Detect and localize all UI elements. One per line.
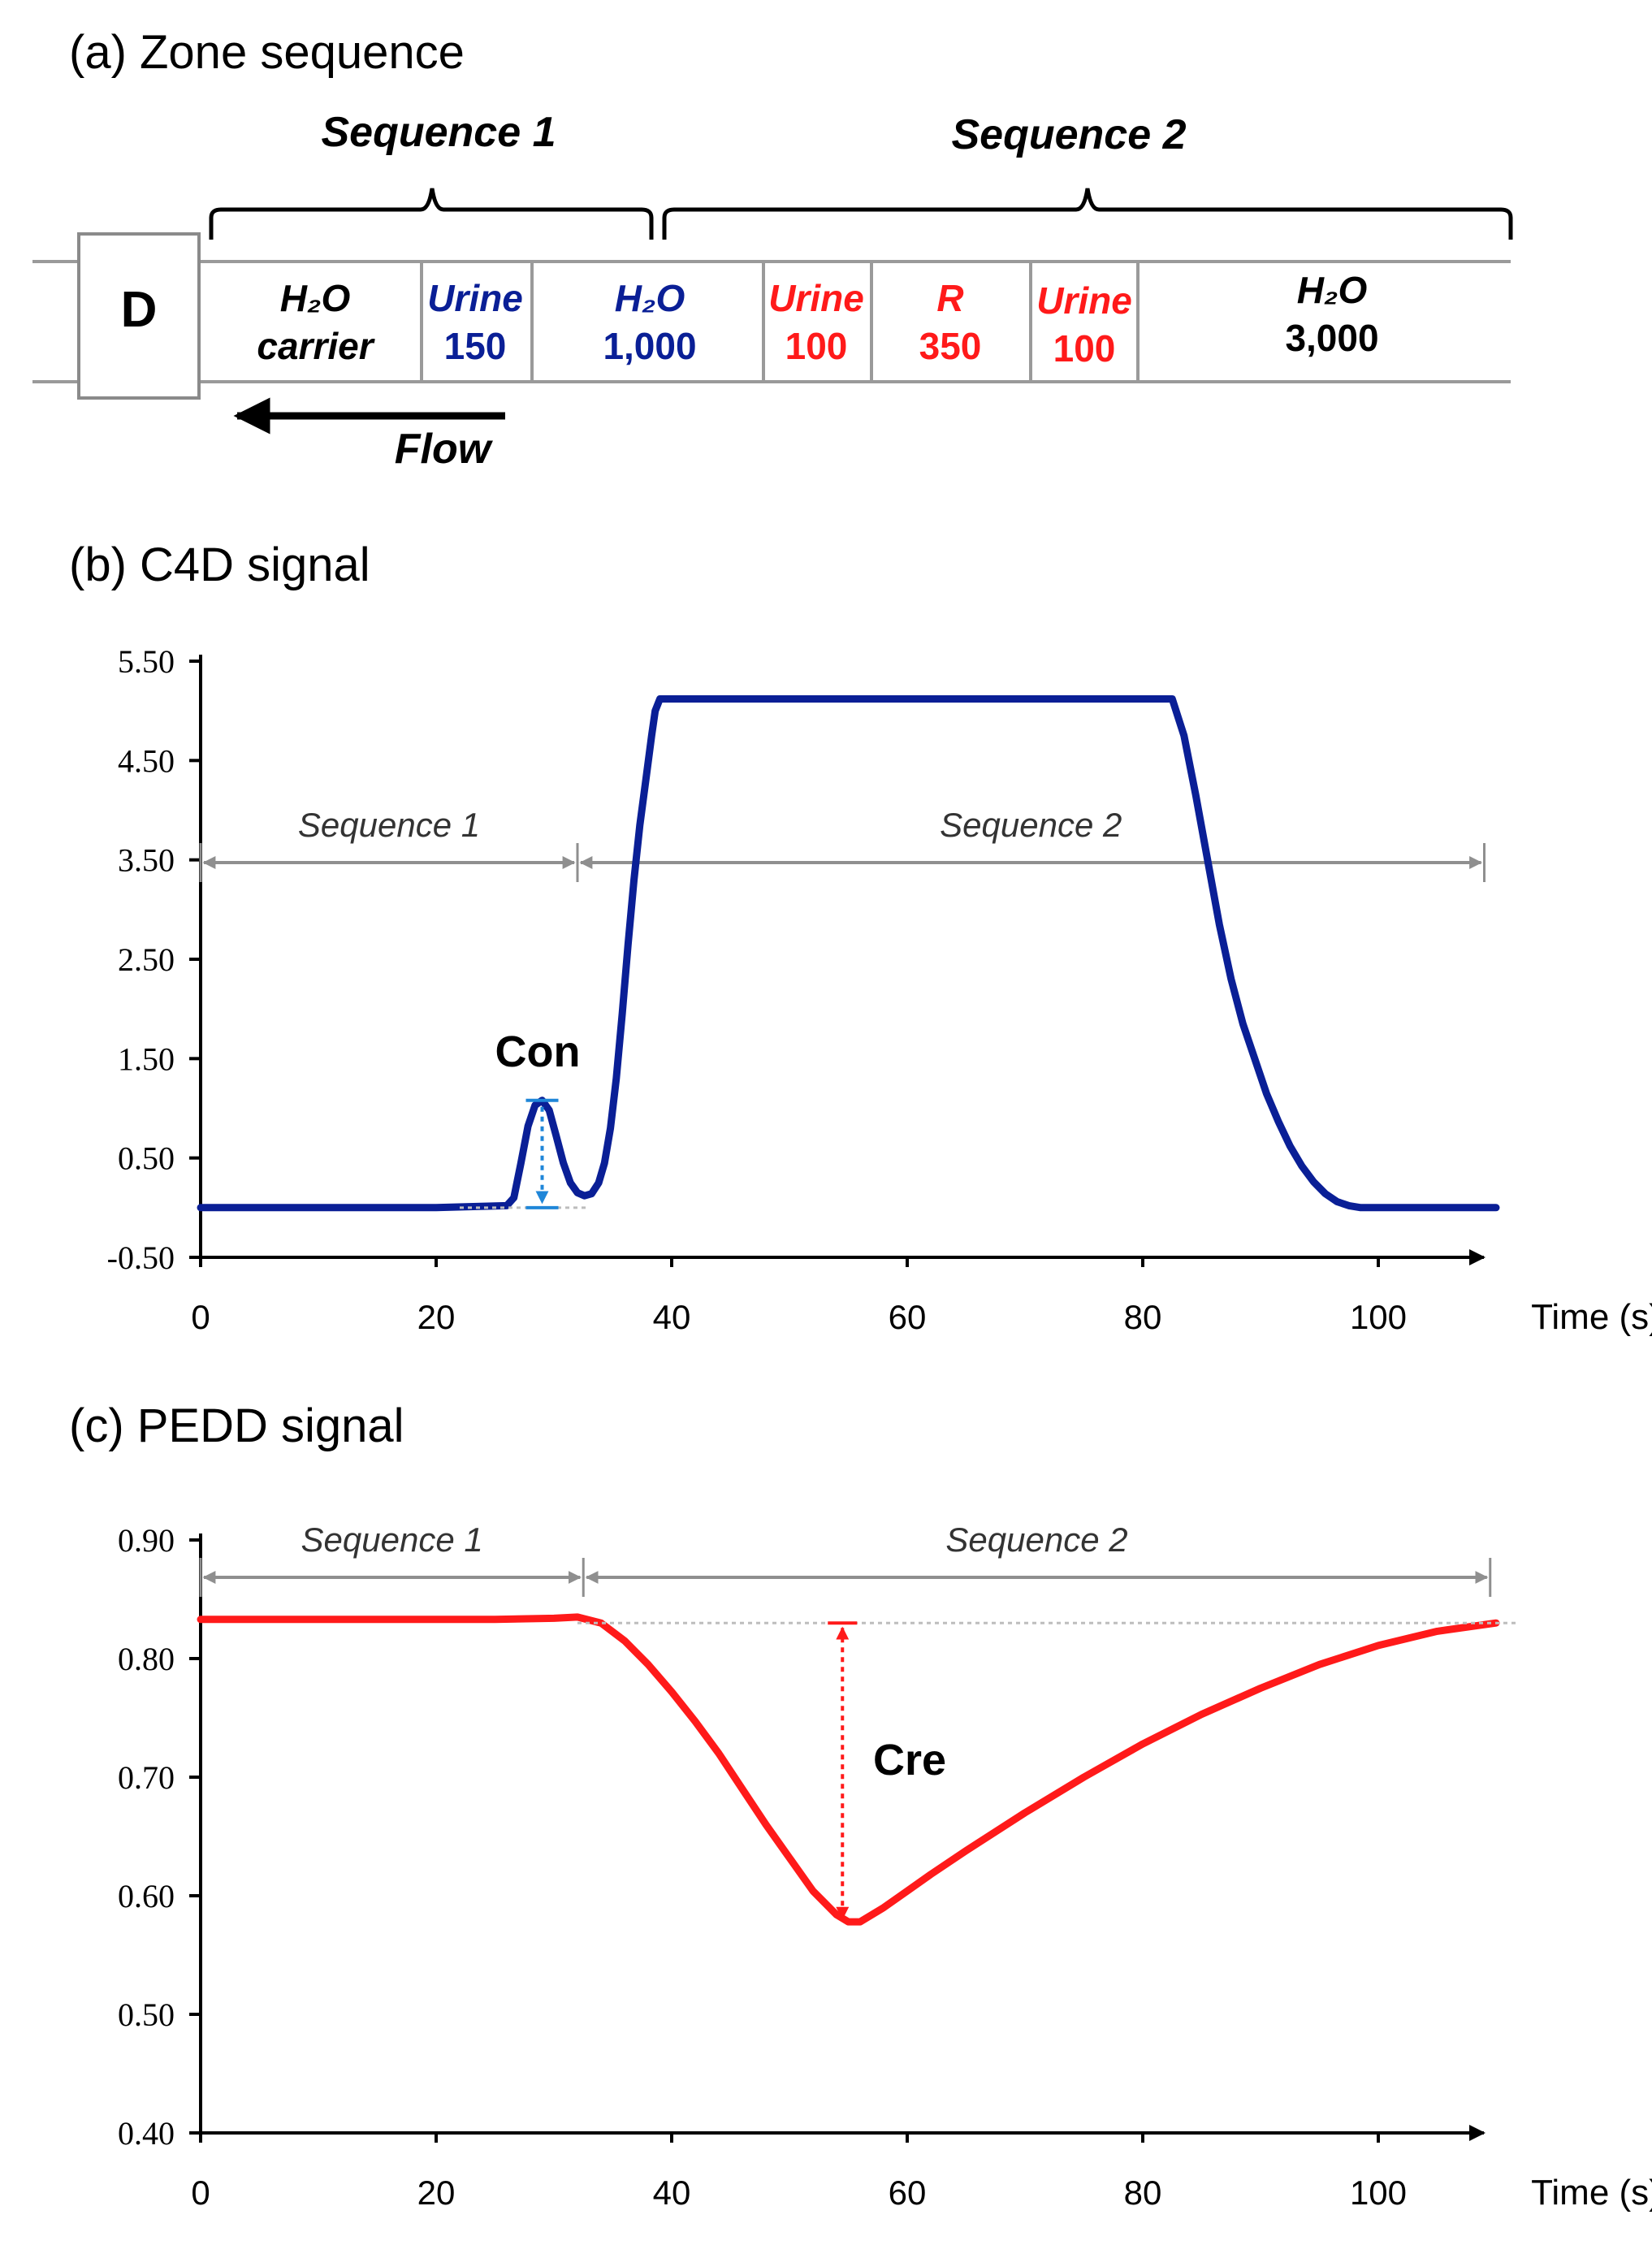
x-tick-label: 100 (1350, 2174, 1407, 2212)
zone-sequence-panel: (a) Zone sequence Sequence 1 Sequence 2 … (32, 26, 1513, 473)
x-tick-label: 60 (889, 1298, 927, 1336)
y-tick-label: 3.50 (118, 842, 175, 879)
zone-name: H₂O (1297, 269, 1368, 311)
y-tick-label: 5.50 (118, 643, 175, 680)
y-tick-label: 0.50 (118, 1996, 175, 2033)
sequence-2-heading: Sequence 2 (951, 111, 1186, 158)
zone-name: R (936, 277, 963, 319)
pedd-plot-area: 0.90 0.80 0.70 0.60 0.50 0.40 0 20 40 60 80 100 Time… (118, 1520, 1652, 2213)
x-tick-label: 20 (417, 2174, 456, 2212)
y-tick-label: 1.50 (118, 1040, 175, 1077)
zone-volume: 150 (444, 325, 507, 367)
x-tick-label: 80 (1124, 1298, 1162, 1336)
c4d-peak-label: Con (495, 1027, 581, 1076)
y-tick-label: 0.60 (118, 1878, 175, 1914)
zone-name: H₂O (280, 277, 351, 319)
x-tick-label: 60 (889, 2174, 927, 2212)
sequence-2-label: Sequence 2 (945, 1520, 1127, 1559)
series-line (197, 1613, 1500, 1926)
c4d-chart-title: (b) C4D signal (69, 539, 370, 591)
x-tick-label: 0 (191, 2174, 210, 2212)
series-line (197, 695, 1500, 1212)
zone-volume: 100 (785, 325, 848, 367)
y-tick-label: 0.70 (118, 1759, 175, 1796)
sequence-1-label: Sequence 1 (301, 1520, 483, 1559)
x-tick-label: 80 (1124, 2174, 1162, 2212)
y-tick-label: 0.90 (118, 1522, 175, 1559)
y-tick-label: 0.80 (118, 1641, 175, 1677)
x-axis-label: Time (s) (1531, 2173, 1652, 2213)
c4d-plot-area: 5.50 4.50 3.50 2.50 1.50 0.50 -0.50 0 20 40 60 80 10… (107, 643, 1652, 1337)
x-tick-label: 100 (1350, 1298, 1407, 1336)
y-tick-label: 0.50 (118, 1140, 175, 1177)
x-tick-label: 0 (191, 1298, 210, 1336)
pedd-chart-title: (c) PEDD signal (69, 1399, 404, 1452)
flow-label: Flow (395, 426, 494, 473)
zone-panel-title: (a) Zone sequence (69, 26, 465, 79)
zone-volume: 1,000 (603, 325, 696, 367)
sequence-1-label: Sequence 1 (298, 806, 480, 844)
sequence-2-label: Sequence 2 (940, 806, 1122, 844)
detector-label: D (121, 282, 158, 338)
zone-volume: carrier (257, 325, 374, 367)
zone-volume: 350 (919, 325, 982, 367)
zone-name: Urine (1036, 279, 1132, 322)
zones: H₂O carrier Urine 150 H₂O 1,000 Urine 100 R 350 Ur… (257, 262, 1379, 382)
pedd-chart: (c) PEDD signal 0.90 0.80 0.70 0.60 0.50 0.40… (69, 1399, 1652, 2213)
detector-box (77, 232, 201, 400)
sequence-2-brace (662, 188, 1513, 240)
y-tick-label: 0.40 (118, 2115, 175, 2152)
zone-volume: 3,000 (1285, 317, 1378, 359)
sequence-1-brace (209, 188, 654, 240)
x-tick-label: 40 (653, 1298, 691, 1336)
zone-volume: 100 (1053, 327, 1116, 370)
zone-name: Urine (768, 277, 864, 319)
zone-name: Urine (427, 277, 523, 319)
sequence-1-heading: Sequence 1 (321, 109, 556, 156)
x-tick-label: 40 (653, 2174, 691, 2212)
x-axis-label: Time (s) (1531, 1297, 1652, 1337)
zone-name: H₂O (615, 277, 685, 319)
y-tick-label: 2.50 (118, 941, 175, 978)
c4d-chart: (b) C4D signal 5.50 4.50 3.50 2.50 1.50 0.50 -… (69, 539, 1652, 1337)
y-tick-label: -0.50 (107, 1239, 175, 1276)
x-tick-label: 20 (417, 1298, 456, 1336)
pedd-dip-label: Cre (873, 1736, 946, 1784)
y-tick-label: 4.50 (118, 742, 175, 779)
